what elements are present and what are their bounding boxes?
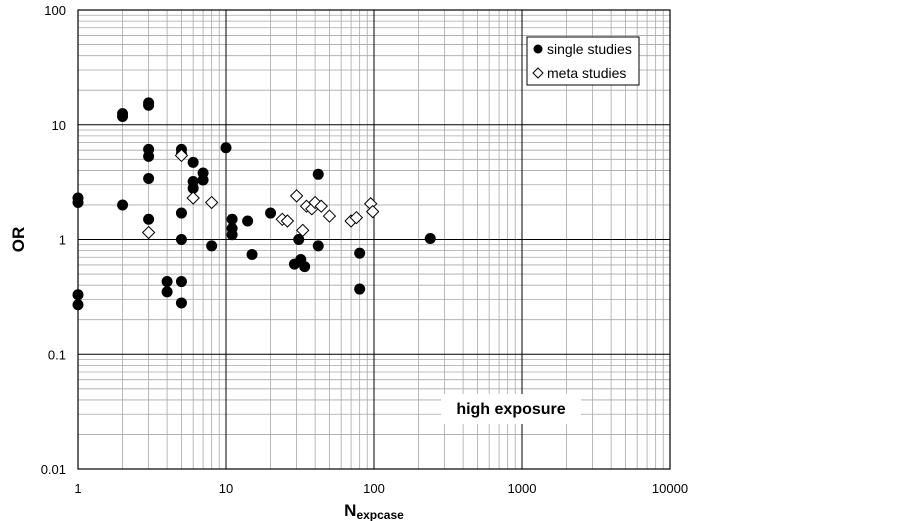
y-tick-label: 0.1 <box>48 347 66 362</box>
data-point-single <box>161 276 173 288</box>
data-point-single <box>143 213 155 225</box>
x-tick-label: 10 <box>219 481 233 496</box>
x-axis-label: Nexpcase <box>344 501 404 521</box>
y-axis-label: OR <box>9 227 28 253</box>
data-point-single <box>242 215 254 227</box>
data-point-single <box>220 142 232 154</box>
data-point-single <box>143 150 155 162</box>
data-point-meta <box>204 195 219 210</box>
data-point-meta <box>280 214 295 228</box>
x-axis-label-sub: expcase <box>356 508 404 521</box>
data-point-single <box>187 156 199 168</box>
data-point-meta <box>349 210 364 225</box>
legend-box <box>526 36 640 86</box>
data-point-meta <box>365 204 380 219</box>
data-point-single <box>293 234 305 245</box>
data-point-single <box>299 261 311 273</box>
series-meta-studies <box>141 148 380 240</box>
data-point-meta <box>289 189 304 203</box>
legend-marker-meta <box>532 67 544 79</box>
annotation: high exposure <box>441 394 581 424</box>
data-point-single <box>161 286 173 298</box>
data-point-meta <box>174 148 189 163</box>
legend-entry-meta-studies: meta studies <box>547 65 626 81</box>
data-point-single <box>197 174 209 186</box>
data-point-meta <box>186 191 200 205</box>
y-tick-label: 100 <box>44 3 66 18</box>
annotation-box <box>441 394 581 424</box>
data-point-single <box>312 240 324 252</box>
data-point-single <box>354 247 366 259</box>
data-point-single <box>72 299 84 311</box>
data-point-single <box>226 213 238 225</box>
data-point-single <box>72 192 84 204</box>
data-point-meta <box>322 209 337 223</box>
x-axis-label-main: N <box>344 501 356 520</box>
x-tick-label: 100 <box>363 481 385 496</box>
data-point-single <box>424 233 436 245</box>
data-point-single <box>143 173 155 185</box>
x-tick-label: 1 <box>74 481 81 496</box>
series-layer <box>72 97 436 311</box>
data-point-single <box>187 182 199 194</box>
annotation-text: high exposure <box>456 401 565 418</box>
data-point-single <box>175 276 187 288</box>
x-tick-label: 10000 <box>652 481 688 496</box>
data-point-single <box>175 297 187 309</box>
data-point-meta <box>296 223 310 238</box>
x-axis-ticks: 1 10 100 1000 10000 <box>74 481 688 496</box>
legend-entry-single-studies: single studies <box>547 41 632 57</box>
legend: single studies meta studies <box>526 36 640 86</box>
data-point-single <box>175 234 187 245</box>
y-axis-ticks: 0.01 0.1 1 10 100 <box>41 3 66 477</box>
legend-marker-single <box>533 44 543 54</box>
x-tick-label: 1000 <box>508 481 537 496</box>
data-point-single <box>206 240 218 252</box>
data-point-single <box>312 168 324 180</box>
y-tick-label: 1 <box>59 233 66 248</box>
data-point-meta <box>141 225 156 240</box>
y-tick-label: 0.01 <box>41 462 66 477</box>
data-point-single <box>175 207 187 219</box>
data-point-single <box>246 249 258 261</box>
y-tick-label: 10 <box>52 118 66 133</box>
data-point-single <box>265 207 277 219</box>
data-point-meta <box>314 199 328 213</box>
data-point-single <box>72 289 84 301</box>
data-point-single <box>117 111 129 123</box>
data-point-single <box>226 229 238 241</box>
plot-frame <box>77 9 671 470</box>
data-point-single <box>117 199 129 211</box>
data-point-single <box>354 283 366 295</box>
data-point-single <box>143 99 155 111</box>
